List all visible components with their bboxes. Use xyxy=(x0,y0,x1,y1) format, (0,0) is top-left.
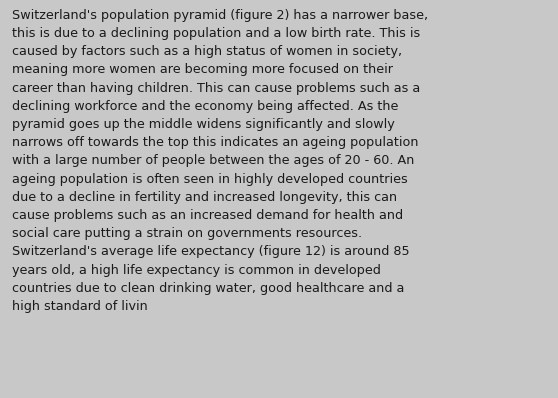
Text: Switzerland's population pyramid (figure 2) has a narrower base,
this is due to : Switzerland's population pyramid (figure… xyxy=(12,9,429,313)
